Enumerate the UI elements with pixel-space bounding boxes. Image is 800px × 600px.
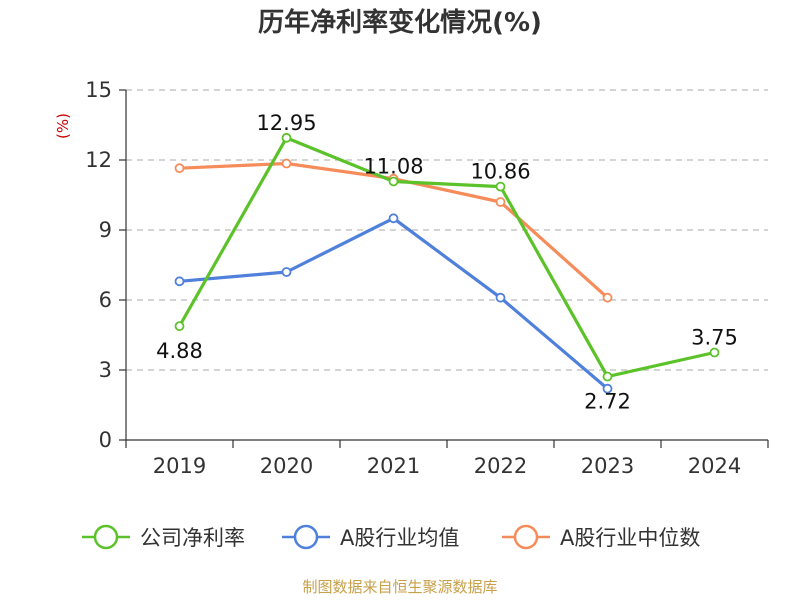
series-1-point-2021 [388,213,399,224]
data-label-2021: 11.08 [363,154,423,178]
x-tick-label-2022: 2022 [474,454,527,478]
axes: 0 3 6 9 12 15 2019 2020 2021 2022 2023 2024 [85,78,769,478]
data-label-2023: 2.72 [584,390,631,414]
y-tick-label-9: 9 [99,218,112,242]
series-2-point-2020 [281,158,292,169]
legend-item-0: 公司净利率 [82,524,245,550]
series-1-point-2020 [281,267,292,277]
y-tick-label-6: 6 [99,288,112,312]
series-0-point-2021 [388,176,399,187]
x-tick-label-2020: 2020 [260,454,313,478]
series-line-1 [179,216,609,390]
series-2-point-2023 [602,292,613,303]
grid-lines [126,89,768,371]
legend-item-2: A股行业中位数 [502,524,700,550]
series-0-point-2019 [174,321,185,332]
legend-label-2: A股行业中位数 [560,526,700,550]
series-0-point-2023 [602,371,613,382]
series-1 [174,213,613,394]
series-1-point-2023 [602,383,613,394]
x-tick-label-2023: 2023 [581,454,634,478]
legend-label-0: 公司净利率 [140,526,245,550]
y-tick-label-0: 0 [99,428,112,452]
data-label-2019: 4.88 [156,339,203,363]
data-labels: 4.88 12.95 11.08 10.86 2.72 3.75 [156,111,738,414]
legend-marker-1 [293,524,319,550]
legend: 公司净利率 A股行业均值 A股行业中位数 [82,524,700,550]
data-label-2024: 3.75 [691,326,738,350]
series-0-point-2020 [281,132,292,143]
series-2-point-2022 [495,197,506,207]
series-1-point-2019 [174,276,185,287]
series-0-point-2024 [709,347,720,358]
legend-marker-2 [513,524,539,550]
data-label-2020: 12.95 [256,111,316,135]
y-tick-label-15: 15 [85,78,112,102]
series-1-point-2022 [495,292,506,303]
series-2-point-2019 [174,163,185,174]
y-tick-label-12: 12 [85,148,112,172]
series-layer [174,132,720,394]
x-tick-label-2024: 2024 [688,454,741,478]
data-label-2022: 10.86 [470,160,530,184]
y-tick-label-3: 3 [99,358,112,382]
y-unit-label: (%) [54,113,72,139]
x-tick-label-2021: 2021 [367,454,420,478]
series-0 [174,132,720,382]
x-tick-label-2019: 2019 [153,454,206,478]
chart-title: 历年净利率变化情况(%) [258,8,542,38]
legend-item-1: A股行业均值 [282,524,459,550]
legend-label-1: A股行业均值 [340,526,459,550]
legend-marker-0 [93,524,119,550]
series-0-point-2022 [495,181,506,192]
source-note: 制图数据来自恒生聚源数据库 [302,578,498,596]
series-line-0 [178,136,715,379]
